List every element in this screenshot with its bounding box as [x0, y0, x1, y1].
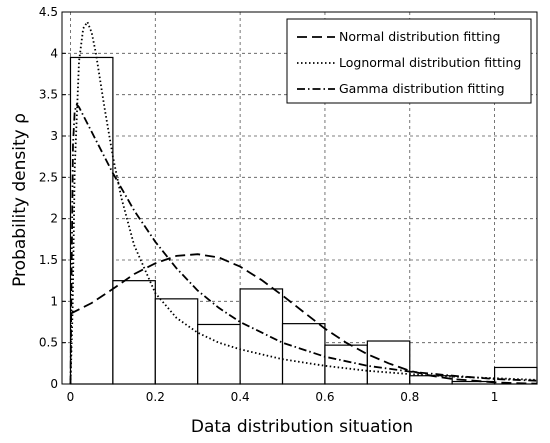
- legend-entry: Lognormal distribution fitting: [339, 55, 521, 70]
- histogram-bar: [239, 288, 284, 385]
- series-line: [69, 102, 538, 385]
- x-tick-label: 0.2: [146, 390, 165, 404]
- y-tick-label: 1: [50, 294, 58, 308]
- x-tick-label: 0.6: [315, 390, 334, 404]
- series-line: [70, 253, 538, 385]
- legend-entry: Normal distribution fitting: [339, 29, 500, 44]
- x-tick-label: 1: [491, 390, 499, 404]
- legend-box: [286, 18, 532, 104]
- legend-entry: Gamma distribution fitting: [339, 81, 505, 96]
- histogram-bar: [69, 56, 114, 385]
- histogram-bar: [281, 323, 326, 385]
- plot-frame: [61, 11, 538, 385]
- histogram-bar: [197, 323, 241, 385]
- y-tick-label: 2.5: [39, 170, 58, 184]
- histogram-bar: [112, 280, 156, 385]
- y-tick-label: 0.5: [39, 336, 58, 350]
- legend: Normal distribution fitting Lognormal dis…: [286, 18, 532, 104]
- x-tick-label: 0.4: [231, 390, 250, 404]
- y-tick-label: 3: [50, 129, 58, 143]
- x-axis-label: Data distribution situation: [191, 417, 413, 437]
- y-axis-label: Probability density ρ: [10, 113, 30, 287]
- histogram-bar: [493, 366, 538, 385]
- series-line: [69, 19, 538, 385]
- axis-ticks: 0 0.2 0.4 0.6 0.8 1 0 0.5 1 1.5 2 2.5 3 3.5 4 4.5: [39, 5, 499, 404]
- y-tick-label: 1.5: [39, 253, 58, 267]
- x-tick-label: 0.8: [400, 390, 419, 404]
- y-tick-label: 2: [50, 212, 58, 226]
- x-tick-label: 0: [67, 390, 75, 404]
- y-tick-label: 4.5: [39, 5, 58, 19]
- fit-curves: [69, 19, 538, 385]
- y-tick-label: 0: [50, 377, 58, 391]
- y-tick-label: 3.5: [39, 88, 58, 102]
- histogram-bar: [154, 298, 199, 385]
- y-tick-label: 4: [50, 46, 58, 60]
